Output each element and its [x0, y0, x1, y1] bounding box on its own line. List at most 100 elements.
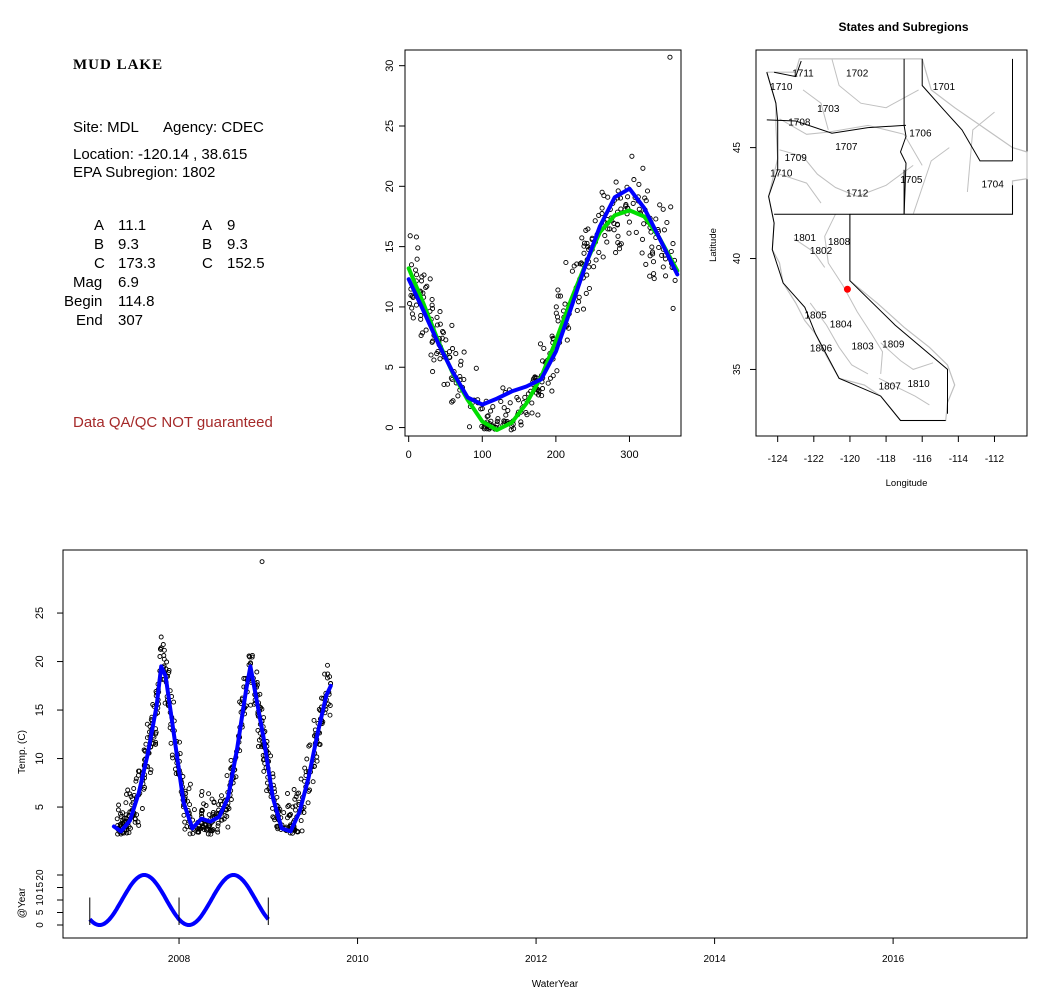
data-point: [656, 244, 662, 251]
region-label: 1706: [909, 129, 932, 140]
data-point: [626, 230, 632, 236]
data-point: [550, 373, 556, 379]
param-label: Mag: [73, 274, 103, 291]
param-value: 307: [118, 312, 144, 329]
data-point: [607, 226, 613, 232]
param-label: End: [76, 312, 103, 329]
data-point: [199, 808, 205, 814]
data-point: [501, 405, 507, 411]
region-label: 1709: [785, 153, 808, 164]
y-tick-label: 5: [34, 804, 46, 810]
data-point: [115, 807, 121, 813]
data-point: [457, 373, 463, 380]
data-point: [596, 212, 602, 218]
data-point: [127, 791, 133, 797]
data-point: [201, 827, 207, 833]
data-point: [611, 227, 617, 233]
data-point: [419, 330, 425, 336]
data-point: [580, 306, 587, 312]
data-point: [427, 276, 433, 282]
data-point: [657, 202, 663, 208]
data-point: [133, 778, 139, 784]
data-point: [249, 652, 255, 658]
region-label: 1710: [770, 168, 793, 179]
data-point: [418, 313, 424, 319]
map-frame: [755, 49, 1028, 437]
data-point: [586, 285, 592, 292]
region-label: 1710: [770, 82, 793, 93]
data-point: [136, 768, 141, 774]
region-boundary: [793, 238, 826, 268]
data-point: [437, 321, 443, 327]
data-point: [593, 257, 599, 263]
data-point: [286, 802, 292, 808]
param-label: C: [202, 255, 213, 272]
data-point: [545, 380, 551, 386]
y-tick-label: 15: [384, 240, 396, 252]
data-point: [423, 284, 429, 291]
data-point: [554, 368, 560, 374]
region-label: 1808: [828, 237, 851, 248]
data-point: [302, 765, 308, 771]
data-point: [651, 276, 657, 282]
data-point: [571, 263, 577, 269]
location: Location: -120.14 , 38.615: [73, 146, 248, 163]
site-code: Site: MDL: [73, 119, 139, 136]
data-point: [434, 351, 440, 357]
site-title: MUD LAKE: [73, 57, 164, 73]
data-point: [461, 376, 467, 383]
region-boundary: [824, 213, 884, 374]
data-point: [579, 235, 585, 241]
data-point: [503, 412, 509, 418]
data-point: [118, 821, 124, 827]
data-point: [663, 273, 669, 279]
data-point: [444, 381, 451, 387]
epa-subregion: EPA Subregion: 1802: [73, 164, 216, 181]
data-point: [631, 177, 637, 183]
param-label: C: [94, 255, 105, 272]
state-boundary: [921, 58, 1013, 162]
data-point: [153, 741, 159, 747]
data-point: [418, 332, 424, 339]
data-point: [450, 398, 456, 404]
data-point: [623, 202, 629, 208]
sub-y-tick-label: 10: [35, 894, 46, 906]
data-point: [441, 381, 447, 388]
data-point: [141, 786, 147, 792]
data-point: [581, 240, 588, 246]
data-point: [633, 229, 639, 235]
data-point: [455, 393, 461, 399]
data-point: [418, 278, 425, 284]
data-point: [672, 277, 678, 283]
data-point: [557, 293, 564, 299]
region-label: 1705: [900, 175, 923, 186]
param-value: 9.3: [227, 236, 248, 253]
region-boundary: [878, 377, 930, 406]
region-label: 1701: [933, 82, 956, 93]
data-point: [126, 830, 132, 836]
region-label: 1801: [794, 233, 817, 244]
plot-frame: [404, 49, 682, 437]
data-point: [410, 315, 416, 321]
data-point: [429, 296, 435, 303]
data-point: [209, 796, 215, 802]
y-tick-label: 25: [384, 120, 396, 132]
data-point: [135, 819, 141, 825]
x-tick-label: 0: [406, 449, 412, 461]
data-point: [613, 179, 619, 185]
region-label: 1711: [792, 69, 814, 80]
param-value: 11.1: [118, 217, 147, 234]
data-point: [507, 400, 513, 406]
data-point: [539, 358, 546, 364]
y-tick-label: 45: [732, 142, 743, 154]
data-point: [210, 827, 216, 833]
data-point: [670, 241, 676, 247]
data-point: [147, 770, 153, 776]
data-point: [539, 393, 545, 399]
data-point: [449, 346, 456, 352]
param-value: 152.5: [227, 255, 265, 272]
region-label: 1802: [810, 246, 833, 257]
data-point: [446, 349, 453, 355]
data-point: [158, 634, 164, 640]
x-axis-label: WaterYear: [532, 979, 579, 990]
